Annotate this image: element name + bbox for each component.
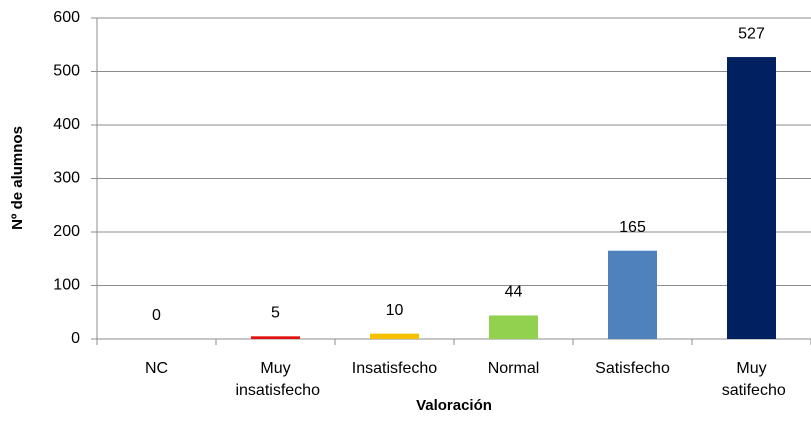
- data-label: 0: [152, 307, 161, 324]
- y-tick-label: 200: [53, 223, 80, 240]
- bar: [251, 336, 300, 339]
- data-label: 10: [386, 302, 404, 319]
- data-label: 5: [271, 305, 280, 322]
- bar: [370, 333, 419, 339]
- bar: [489, 315, 538, 339]
- bar: [727, 57, 776, 340]
- data-label: 527: [738, 25, 765, 42]
- y-tick-label: 600: [53, 9, 80, 26]
- x-tick-label: Insatisfecho: [352, 360, 437, 377]
- x-tick-label: Satisfecho: [595, 360, 670, 377]
- x-tick-label: Muy satifecho: [717, 360, 786, 399]
- data-label: 165: [619, 219, 646, 236]
- y-tick-label: 100: [53, 277, 80, 294]
- y-axis-title: Nº de alumnos: [9, 126, 26, 230]
- y-tick-label: 400: [53, 116, 80, 133]
- y-tick-label: 0: [71, 330, 80, 347]
- x-axis-title: Valoración: [416, 397, 492, 414]
- x-tick-label: Normal: [488, 360, 540, 377]
- bar: [608, 250, 657, 339]
- y-tick-label: 300: [53, 170, 80, 187]
- x-tick-label: NC: [145, 360, 168, 377]
- data-label: 44: [505, 284, 523, 301]
- y-tick-label: 500: [53, 63, 80, 80]
- x-tick-label: Muy insatisfecho: [231, 360, 320, 399]
